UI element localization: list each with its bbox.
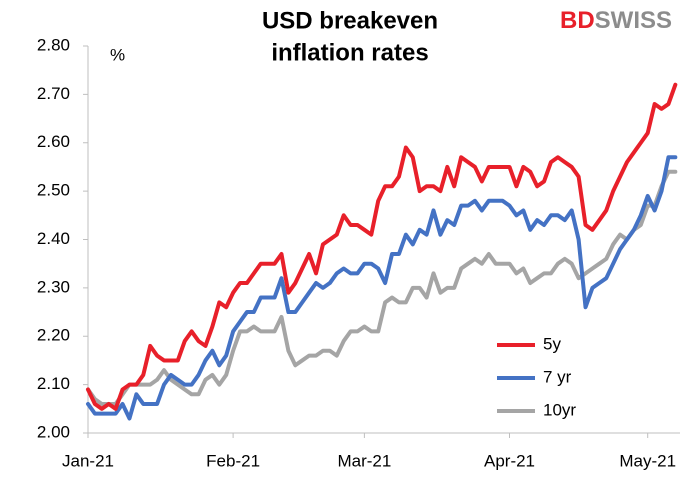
chart-title-line: inflation rates [271, 39, 428, 66]
y-tick-label: 2.30 [37, 277, 70, 296]
x-tick-label: Apr-21 [484, 451, 535, 470]
logo-part: SWISS [595, 7, 672, 34]
chart-title-line: USD breakeven [262, 7, 438, 34]
series-line [86, 169, 678, 406]
y-tick-label: 2.40 [37, 229, 70, 248]
x-tick-label: May-21 [619, 451, 676, 470]
x-tick-label: Jan-21 [62, 451, 114, 470]
y-tick-label: 2.80 [37, 35, 70, 54]
x-tick-label: Mar-21 [337, 451, 391, 470]
legend-label: 5y [543, 334, 561, 353]
legend-label: 7 yr [543, 367, 572, 386]
y-tick-label: 2.70 [37, 84, 70, 103]
y-tick-label: 2.00 [37, 422, 70, 441]
y-tick-label: 2.10 [37, 374, 70, 393]
legend-label: 10yr [543, 400, 576, 419]
y-tick-label: 2.20 [37, 326, 70, 345]
y-tick-label: 2.50 [37, 181, 70, 200]
unit-label: % [110, 45, 125, 64]
series-line [86, 82, 678, 411]
x-tick-label: Feb-21 [206, 451, 260, 470]
series-line [86, 155, 678, 421]
y-tick-label: 2.60 [37, 132, 70, 151]
logo: BDSWISS [560, 7, 672, 34]
logo-part: BD [560, 7, 595, 34]
